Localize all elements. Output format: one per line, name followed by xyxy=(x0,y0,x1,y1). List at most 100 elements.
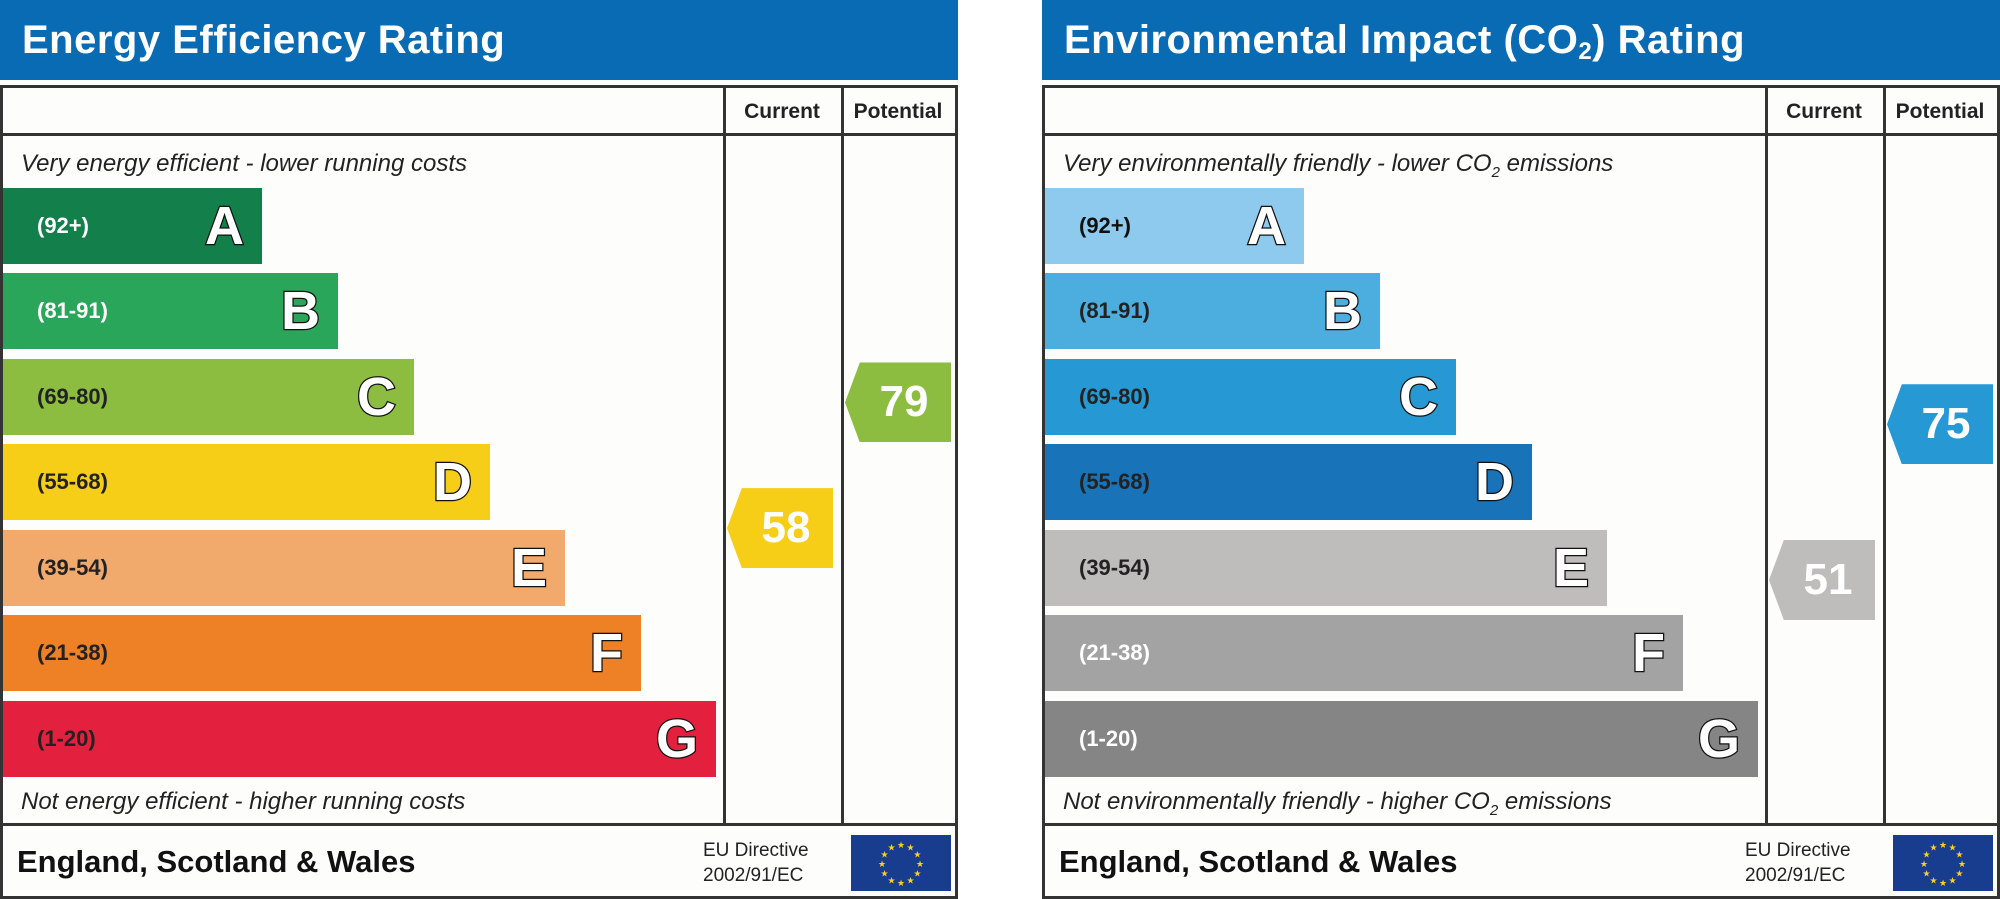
band-range: (69-80) xyxy=(1079,384,1150,409)
band-range: (1-20) xyxy=(37,726,96,751)
top-caption: Very energy efficient - lower running co… xyxy=(21,150,467,178)
directive-line1: EU Directive xyxy=(1745,840,1851,861)
band-b: (81-91) B xyxy=(3,273,338,349)
bottom-caption: Not environmentally friendly - higher CO… xyxy=(1063,788,1612,819)
country-label: England, Scotland & Wales xyxy=(1059,844,1458,879)
rating-table: Current Potential Very environmentally fri… xyxy=(1042,85,2000,899)
title-tail: ) Rating xyxy=(1592,18,1746,62)
svg-text:★: ★ xyxy=(1958,859,1966,869)
svg-text:★: ★ xyxy=(1923,869,1931,879)
band-a: (92+) A xyxy=(3,188,262,264)
eu-flag-icon: ★ ★ ★ ★ ★ ★ ★ ★ ★ ★ ★ ★ xyxy=(851,835,951,891)
current-column-header: Current xyxy=(723,88,841,136)
divider xyxy=(723,88,726,823)
band-range: (92+) xyxy=(1079,213,1131,238)
svg-text:★: ★ xyxy=(1939,878,1947,888)
band-d: (55-68) D xyxy=(1045,444,1532,520)
bottom-caption-text: Not energy efficient - higher running co… xyxy=(21,788,466,815)
band-letter: B xyxy=(280,280,322,343)
potential-column-header: Potential xyxy=(1883,88,1997,136)
band-range: (39-54) xyxy=(1079,555,1150,580)
band-range: (55-68) xyxy=(37,469,108,494)
eu-flag-icon: ★ ★ ★ ★ ★ ★ ★ ★ ★ ★ ★ ★ xyxy=(1893,835,1993,891)
potential-rating-arrow: 75 xyxy=(1887,384,1993,465)
title-subscript: 2 xyxy=(1578,38,1593,65)
band-letter: A xyxy=(204,195,246,258)
svg-text:★: ★ xyxy=(906,843,914,853)
svg-text:★: ★ xyxy=(1948,875,1956,885)
band-letter: D xyxy=(1474,451,1516,514)
band-g: (1-20) G xyxy=(1045,701,1758,777)
band-letter: G xyxy=(1697,708,1742,771)
band-e: (39-54) E xyxy=(3,530,565,606)
band-range: (39-54) xyxy=(37,555,108,580)
svg-text:★: ★ xyxy=(1929,875,1937,885)
band-d: (55-68) D xyxy=(3,444,490,520)
svg-text:★: ★ xyxy=(1948,843,1956,853)
top-caption-tail: emissions xyxy=(1499,150,1614,177)
band-f: (21-38) F xyxy=(1045,615,1683,691)
band-letter: E xyxy=(1552,537,1591,600)
svg-text:★: ★ xyxy=(1920,859,1928,869)
divider xyxy=(1883,88,1886,823)
top-caption-text: Very environmentally friendly - lower CO xyxy=(1063,150,1492,177)
svg-text:★: ★ xyxy=(906,875,914,885)
svg-text:★: ★ xyxy=(916,859,924,869)
environmental-rating-panel: Environmental Impact (CO2) Rating Current… xyxy=(1042,0,2000,899)
band-letter: E xyxy=(510,537,549,600)
current-rating-arrow: 51 xyxy=(1769,540,1875,620)
svg-text:★: ★ xyxy=(897,840,905,850)
bottom-caption-tail: emissions xyxy=(1498,788,1612,815)
potential-column-header: Potential xyxy=(841,88,955,136)
current-rating-arrow: 58 xyxy=(727,488,833,569)
title-text: Energy Efficiency Rating xyxy=(22,18,506,62)
energy-rating-panel: Energy Efficiency Rating Current Potential… xyxy=(0,0,958,899)
svg-text:★: ★ xyxy=(913,869,921,879)
band-g: (1-20) G xyxy=(3,701,716,777)
svg-text:★: ★ xyxy=(1955,869,1963,879)
directive-line2: 2002/91/EC xyxy=(1745,865,1846,886)
panel-title: Environmental Impact (CO2) Rating xyxy=(1042,0,2000,80)
band-b: (81-91) B xyxy=(1045,273,1380,349)
svg-text:★: ★ xyxy=(887,843,895,853)
band-range: (55-68) xyxy=(1079,469,1150,494)
top-caption-text: Very energy efficient - lower running co… xyxy=(21,150,467,177)
header-row xyxy=(3,88,723,136)
band-range: (1-20) xyxy=(1079,726,1138,751)
svg-text:★: ★ xyxy=(878,859,886,869)
band-range: (21-38) xyxy=(37,640,108,665)
panel-title: Energy Efficiency Rating xyxy=(0,0,958,80)
band-range: (92+) xyxy=(37,213,89,238)
eu-directive: EU Directive 2002/91/EC xyxy=(1745,838,1851,888)
divider xyxy=(3,823,955,826)
svg-text:★: ★ xyxy=(1939,840,1947,850)
band-letter: F xyxy=(589,622,625,685)
band-range: (21-38) xyxy=(1079,640,1150,665)
band-c: (69-80) C xyxy=(3,359,414,435)
bottom-caption-sub: 2 xyxy=(1489,801,1499,819)
top-caption: Very environmentally friendly - lower CO… xyxy=(1063,150,1613,181)
band-e: (39-54) E xyxy=(1045,530,1607,606)
title-text: Environmental Impact (CO xyxy=(1064,18,1579,62)
band-letter: F xyxy=(1631,622,1667,685)
svg-text:★: ★ xyxy=(897,878,905,888)
rating-table: Current Potential Very energy efficient - … xyxy=(0,85,958,899)
top-caption-sub: 2 xyxy=(1491,163,1500,181)
divider xyxy=(1765,88,1768,823)
band-letter: C xyxy=(356,366,398,429)
band-a: (92+) A xyxy=(1045,188,1304,264)
bottom-caption: Not energy efficient - higher running co… xyxy=(21,788,465,816)
band-range: (81-91) xyxy=(1079,298,1150,323)
header-row xyxy=(1045,88,1765,136)
svg-text:★: ★ xyxy=(1955,850,1963,860)
current-column-header: Current xyxy=(1765,88,1883,136)
band-letter: B xyxy=(1322,280,1364,343)
svg-text:★: ★ xyxy=(887,875,895,885)
svg-text:★: ★ xyxy=(881,869,889,879)
band-f: (21-38) F xyxy=(3,615,641,691)
band-letter: C xyxy=(1398,366,1440,429)
country-label: England, Scotland & Wales xyxy=(17,844,416,879)
svg-text:★: ★ xyxy=(1929,843,1937,853)
potential-rating-arrow: 79 xyxy=(845,362,951,443)
svg-text:★: ★ xyxy=(913,850,921,860)
